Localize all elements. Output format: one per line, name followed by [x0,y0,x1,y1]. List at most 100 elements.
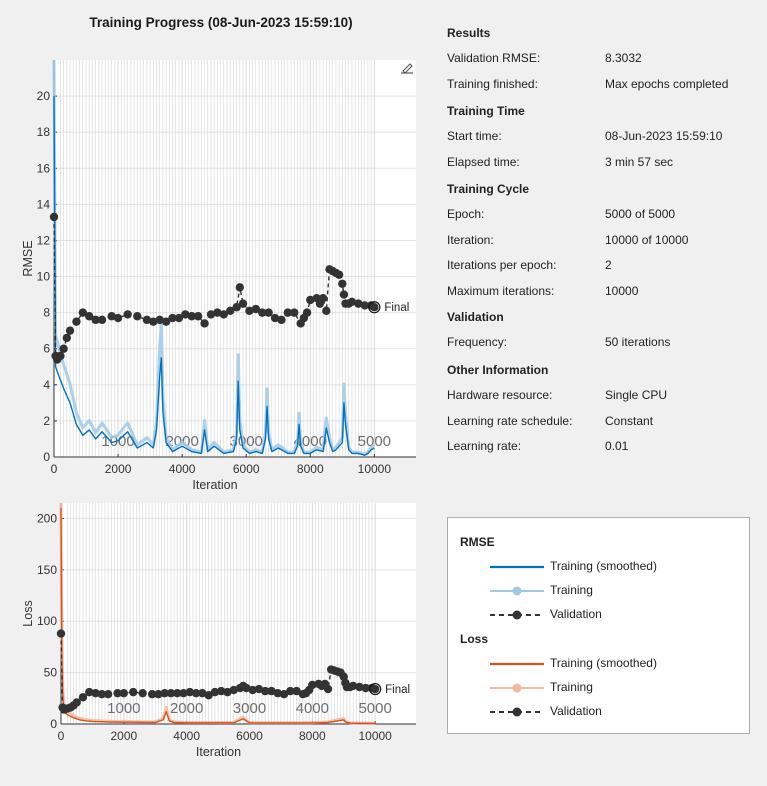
validation-point [193,312,203,321]
validation-point [290,308,299,317]
validation-point [251,304,261,314]
validation-point [273,688,282,698]
validation-point [339,290,349,299]
info-label: Learning rate: [447,439,522,453]
validation-point [279,689,289,699]
y-tick-label: 50 [44,666,58,680]
validation-point [225,306,235,316]
validation-point [338,279,347,288]
info-label: Learning rate schedule: [447,413,573,428]
x-tick-label: 8000 [299,729,326,743]
validation-point [245,306,254,316]
validation-point [217,686,226,696]
legend-swatch [490,610,544,620]
info-value: 3 min 57 sec [605,154,674,169]
y-tick-label: 150 [37,563,57,577]
legend-entry-label: Training [550,680,593,694]
validation-point [65,326,75,335]
validation-point [85,312,94,321]
validation-point [248,685,257,695]
rmse-chart: 0 2 4 6 8 10 12 14 16 18 20 0 2000 4000 6000 8000 10000 I… [21,59,416,492]
validation-point [306,295,315,305]
x-axis-label: Iteration [192,478,237,492]
training-smoothed-line [53,96,375,456]
validation-point [103,689,113,699]
y-tick-label: 0 [50,717,57,731]
validation-point [286,686,295,696]
validation-point [72,698,81,707]
y-tick-label: 14 [37,197,51,211]
validation-point [155,315,164,325]
validation-point [129,687,138,697]
validation-point [206,310,216,319]
validation-point [166,688,176,698]
final-label: Final [384,302,409,314]
x-tick-label: 2000 [105,462,132,476]
epoch-label: 5000 [358,433,391,450]
final-marker-dot [371,685,379,693]
validation-point [308,680,317,690]
validation-point [258,308,267,317]
info-label: Iteration: [447,232,494,247]
validation-point [264,308,273,317]
validation-point [62,333,72,343]
validation-point [355,682,364,692]
x-tick-label: 8000 [297,462,324,476]
validation-point [318,294,328,303]
x-tick-label: 6000 [233,462,260,476]
final-marker [369,682,382,696]
info-value: Single CPU [605,388,668,402]
validation-point [142,315,152,325]
y-axis-label: Loss [21,600,35,626]
validation-point [261,686,270,696]
validation-point [348,681,358,691]
y-tick-label: 20 [37,89,51,103]
validation-point [187,312,196,321]
epoch-label: 1000 [107,700,140,717]
y-tick-label: 2 [43,414,50,428]
validation-point [185,687,195,697]
validation-point [174,313,184,323]
info-value: 10000 [605,283,639,298]
validation-point [123,310,132,319]
validation-point [85,687,94,697]
validation-point [347,297,357,307]
validation-point [270,313,280,323]
validation-point [277,315,286,325]
validation-point [179,688,188,698]
validation-point [72,317,81,326]
validation-point [133,312,142,321]
validation-point [107,312,116,321]
validation-point [200,319,209,328]
validation-point [97,689,107,699]
legend-entry-label: Validation [550,704,602,718]
validation-point [97,315,107,325]
info-value: Constant [605,413,654,428]
info-label: Epoch: [447,207,485,221]
validation-point [160,688,169,698]
validation-point [149,317,158,326]
validation-point [168,313,177,323]
info-label: Iterations per epoch: [447,258,557,272]
legend-group-header: RMSE [460,535,495,549]
info-label: Elapsed time: [447,154,520,169]
legend-marker [512,610,522,620]
epoch-label: 3000 [230,433,263,450]
info-label: Validation RMSE: [447,51,541,65]
y-tick-label: 6 [43,342,50,356]
legend-swatch [490,565,544,569]
y-axis-label: RMSE [21,240,35,276]
epoch-label: 4000 [296,700,329,717]
validation-point [78,308,88,317]
legend-swatch [490,586,544,596]
x-tick-label: 4000 [173,729,200,743]
info-value: 5000 of 5000 [605,207,676,221]
validation-point [219,310,228,319]
legend-box: RMSE Training (smoothed) Training Validatio… [447,517,750,734]
validation-point [173,688,182,698]
section-header: Training Cycle [447,182,530,196]
validation-point [302,308,312,317]
info-value: Max epochs completed [605,76,729,91]
